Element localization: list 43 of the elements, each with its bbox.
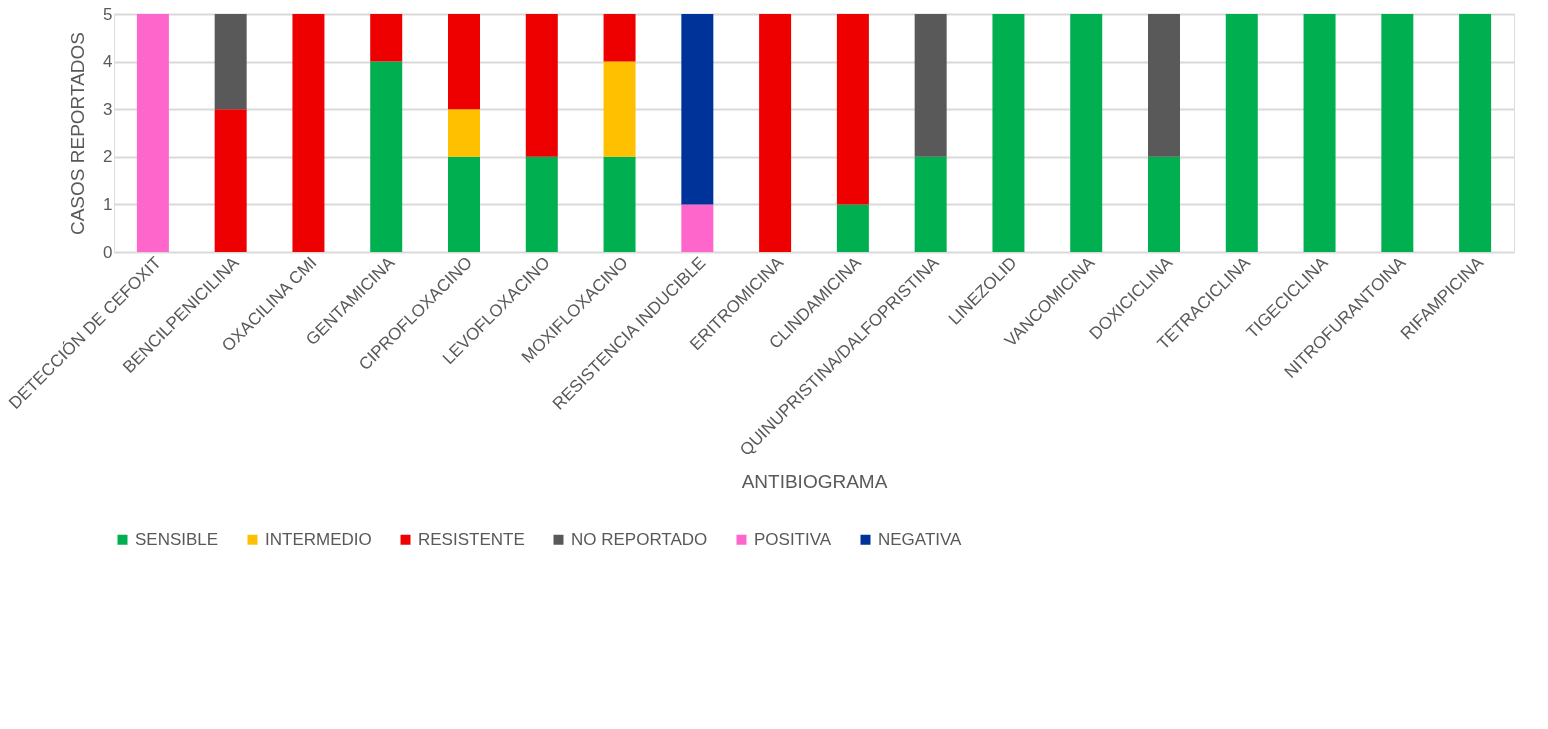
x-axis-title: ANTIBIOGRAMA bbox=[741, 470, 888, 492]
bar bbox=[214, 14, 247, 110]
bar bbox=[448, 109, 480, 157]
bar bbox=[1070, 14, 1103, 252]
y-axis-title: CASOS REPORTADOS bbox=[67, 31, 89, 236]
y-tick-label: 1 bbox=[103, 194, 113, 214]
bar bbox=[370, 61, 403, 252]
y-tick-label: 4 bbox=[103, 52, 113, 72]
y-tick-label: 3 bbox=[103, 99, 113, 119]
bar bbox=[448, 14, 480, 110]
bar bbox=[836, 204, 869, 252]
bar bbox=[759, 14, 792, 252]
bar bbox=[292, 14, 325, 252]
legend-label: INTERMEDIO bbox=[265, 529, 372, 549]
bar bbox=[1303, 14, 1336, 252]
legend-label: RESISTENTE bbox=[418, 529, 525, 549]
legend-label: POSITIVA bbox=[754, 529, 832, 549]
bar bbox=[603, 156, 636, 252]
bar bbox=[681, 14, 714, 205]
bar bbox=[914, 156, 947, 252]
bar bbox=[525, 14, 558, 157]
bar bbox=[136, 14, 169, 252]
bar bbox=[525, 156, 558, 252]
legend-label: NO REPORTADO bbox=[571, 529, 708, 549]
bar bbox=[603, 14, 636, 62]
bar bbox=[370, 14, 403, 62]
y-tick-label: 0 bbox=[103, 242, 113, 262]
bar bbox=[1148, 14, 1180, 157]
bar bbox=[448, 156, 480, 252]
bar bbox=[992, 14, 1025, 252]
bar bbox=[1381, 14, 1414, 252]
legend-label: NEGATIVA bbox=[878, 529, 963, 549]
bar bbox=[836, 14, 869, 205]
bar bbox=[603, 61, 636, 157]
y-tick-label: 2 bbox=[103, 147, 113, 167]
bar bbox=[1225, 14, 1258, 252]
y-tick-label: 5 bbox=[103, 4, 113, 24]
bar bbox=[914, 14, 947, 157]
bar bbox=[681, 204, 714, 252]
bar bbox=[214, 109, 247, 252]
legend-label: SENSIBLE bbox=[135, 529, 219, 549]
bar bbox=[1148, 156, 1180, 252]
bar bbox=[1459, 14, 1492, 252]
